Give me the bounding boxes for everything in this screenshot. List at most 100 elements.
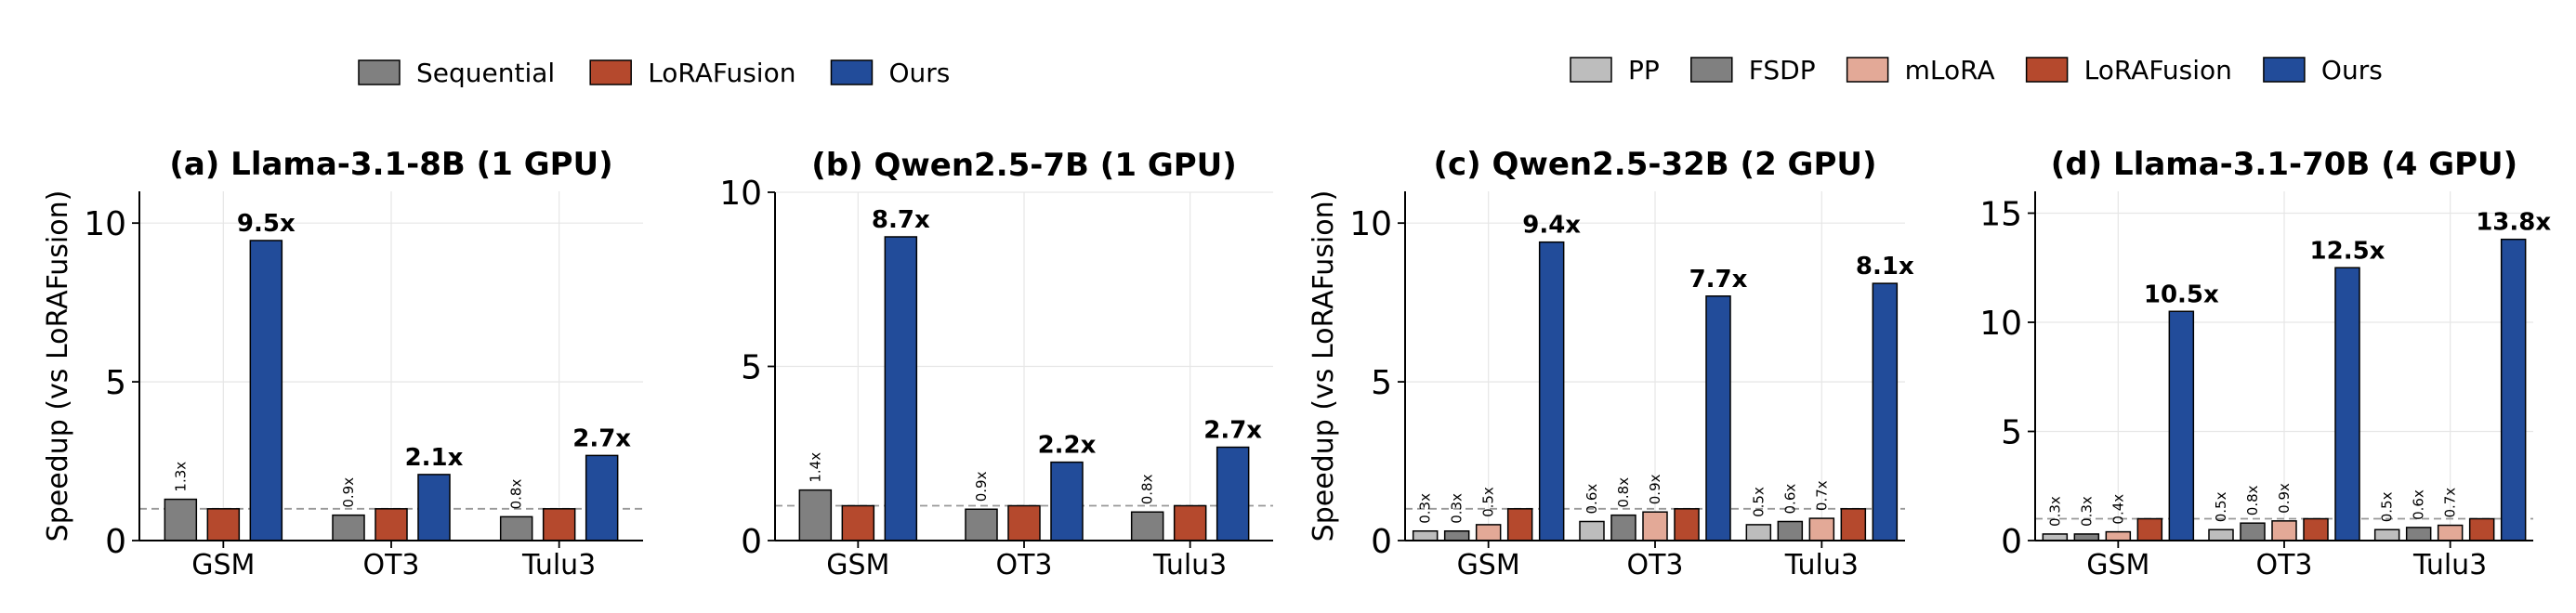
data-label-pp-gsm: 0.3x <box>2046 496 2063 527</box>
bar-pp-gsm <box>1412 529 1439 541</box>
data-label-ours-ot3: 7.7x <box>1689 266 1748 293</box>
bar-lorafusion-ot3 <box>1674 508 1700 541</box>
chart-title: (d) Llama-3.1-70B (4 GPU) <box>2051 146 2517 183</box>
bar-lorafusion-tulu3 <box>1173 504 1207 541</box>
data-label-mlora-ot3: 0.9x <box>1647 474 1663 504</box>
data-label-ours-gsm: 9.4x <box>1522 212 1581 240</box>
legend_right-label-3: LoRAFusion <box>2084 55 2232 85</box>
bar-ours-gsm <box>2168 310 2195 541</box>
data-label-pp-gsm: 0.3x <box>1417 493 1434 524</box>
x-tick-label-gsm: GSM <box>191 549 255 581</box>
legend_left-label-1: LoRAFusion <box>648 58 795 88</box>
y-tick-label-2: 10 <box>1979 305 2022 343</box>
y-tick-label-2: 10 <box>719 175 762 213</box>
bar-ours-gsm <box>1538 241 1565 541</box>
data-label-ours-gsm: 9.5x <box>237 210 296 238</box>
legend_right-swatch-4 <box>2263 57 2306 83</box>
data-label-pp-tulu3: 0.5x <box>2379 491 2396 522</box>
bar-pp-tulu3 <box>1745 524 1772 541</box>
data-label-ours-ot3: 12.5x <box>2310 237 2385 265</box>
bar-ours-tulu3 <box>1216 446 1250 541</box>
legend_left-swatch-0 <box>358 59 401 85</box>
legend_right-swatch-2 <box>1846 57 1889 83</box>
bar-fsdp-ot3 <box>1610 514 1636 541</box>
bar-ours-tulu3 <box>1872 282 1899 541</box>
y-tick-label-0: 0 <box>1371 523 1392 561</box>
x-tick-label-ot3: OT3 <box>362 549 419 581</box>
bar-lorafusion-ot3 <box>1007 504 1041 541</box>
bar-mlora-gsm <box>2105 530 2132 541</box>
legend_right-swatch-3 <box>2025 57 2069 83</box>
x-tick-label-gsm: GSM <box>2086 549 2149 581</box>
data-label-fsdp-ot3: 0.8x <box>2244 485 2261 515</box>
y-tick-label-2: 10 <box>84 205 126 243</box>
bar-pp-gsm <box>2042 533 2069 541</box>
bar-ours-tulu3 <box>2500 238 2527 541</box>
bar-ours-ot3 <box>417 474 451 541</box>
legend_left-swatch-1 <box>589 59 632 85</box>
data-label-ours-tulu3: 8.1x <box>1856 253 1914 280</box>
legend_right-label-1: FSDP <box>1749 55 1816 85</box>
y-tick-label-3: 15 <box>1979 196 2022 234</box>
bar-fsdp-gsm <box>1443 529 1470 541</box>
chart-panel-3: 0.3x 0.3x 0.4x 10.5x GSM 0.5x 0.8x 0.9x 12.5x OT3… <box>1979 146 2551 581</box>
data-label-mlora-tulu3: 0.7x <box>1813 480 1830 511</box>
chart-panel-0: 1.3x 9.5x GSM 0.9x 2.1x OT3 0.8x 2.7x Tulu3 0 5 10 (… <box>42 146 643 581</box>
bar-lorafusion-gsm <box>841 504 875 541</box>
data-label-pp-tulu3: 0.5x <box>1750 487 1767 517</box>
bar-pp-tulu3 <box>2373 528 2400 541</box>
data-label-fsdp-ot3: 0.8x <box>1615 477 1632 508</box>
bar-lorafusion-gsm <box>206 508 241 541</box>
legend_left-swatch-2 <box>830 59 874 85</box>
data-label-sequential-gsm: 1.4x <box>807 452 823 483</box>
bar-sequential-tulu3 <box>499 515 533 541</box>
legend_right-swatch-1 <box>1690 57 1733 83</box>
bar-mlora-tulu3 <box>2437 524 2464 541</box>
bar-pp-ot3 <box>1579 520 1605 541</box>
data-label-fsdp-gsm: 0.3x <box>1449 493 1465 524</box>
bar-mlora-gsm <box>1475 524 1502 541</box>
bar-lorafusion-ot3 <box>2303 517 2329 541</box>
data-label-ours-gsm: 8.7x <box>872 206 930 234</box>
bar-sequential-ot3 <box>332 514 365 541</box>
bar-ours-ot3 <box>1050 461 1084 541</box>
data-label-mlora-ot3: 0.9x <box>2276 483 2293 514</box>
data-label-mlora-tulu3: 0.7x <box>2442 488 2459 518</box>
x-tick-label-tulu3: Tulu3 <box>2412 549 2487 581</box>
x-tick-label-gsm: GSM <box>826 549 889 581</box>
y-axis-label: Speedup (vs LoRAFusion) <box>42 190 74 542</box>
bar-lorafusion-gsm <box>1506 508 1533 541</box>
y-tick-label-0: 0 <box>741 523 762 561</box>
bar-ours-tulu3 <box>585 454 619 541</box>
data-label-fsdp-tulu3: 0.6x <box>1781 484 1798 515</box>
data-label-sequential-ot3: 0.9x <box>340 477 357 508</box>
data-label-mlora-gsm: 0.5x <box>1480 487 1497 517</box>
x-tick-label-ot3: OT3 <box>1626 549 1683 581</box>
data-label-sequential-gsm: 1.3x <box>172 462 189 492</box>
y-tick-label-1: 5 <box>2001 414 2022 452</box>
bar-mlora-tulu3 <box>1808 517 1835 541</box>
data-label-ours-gsm: 10.5x <box>2144 280 2219 308</box>
bar-ours-gsm <box>884 236 918 541</box>
chart-title: (a) Llama-3.1-8B (1 GPU) <box>169 146 612 183</box>
x-tick-label-ot3: OT3 <box>995 549 1052 581</box>
y-axis-label: Speedup (vs LoRAFusion) <box>1308 190 1340 542</box>
legend_right-swatch-0 <box>1570 57 1612 83</box>
bar-ours-ot3 <box>1705 295 1731 541</box>
y-tick-label-1: 5 <box>741 349 762 387</box>
bar-fsdp-tulu3 <box>1777 520 1804 541</box>
data-label-sequential-ot3: 0.9x <box>973 471 990 502</box>
data-label-ours-tulu3: 13.8x <box>2476 209 2551 237</box>
bar-sequential-tulu3 <box>1130 511 1164 541</box>
data-label-sequential-tulu3: 0.8x <box>1139 474 1156 504</box>
x-tick-label-gsm: GSM <box>1457 549 1520 581</box>
bar-lorafusion-tulu3 <box>542 508 576 541</box>
bar-pp-ot3 <box>2208 528 2234 541</box>
x-tick-label-tulu3: Tulu3 <box>1152 549 1227 581</box>
chart-title: (b) Qwen2.5-7B (1 GPU) <box>811 147 1237 184</box>
chart-panel-1: 1.4x 8.7x GSM 0.9x 2.2x OT3 0.8x 2.7x Tulu3 0 5 10 (… <box>719 147 1273 581</box>
chart-panel-2: 0.3x 0.3x 0.5x 9.4x GSM 0.6x 0.8x 0.9x 7.7x OT3 0.… <box>1308 146 1914 581</box>
x-tick-label-tulu3: Tulu3 <box>521 549 596 581</box>
bar-sequential-gsm <box>164 498 198 541</box>
